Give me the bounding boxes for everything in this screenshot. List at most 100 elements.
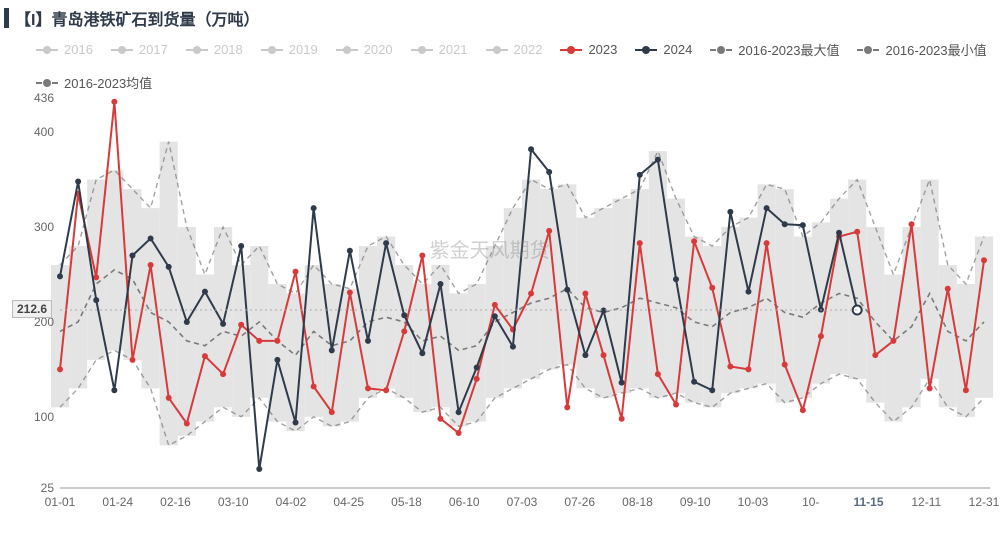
point-2023 xyxy=(129,357,135,363)
legend-item[interactable]: 2020 xyxy=(336,40,393,59)
y-tick-label: 436 xyxy=(34,91,54,105)
x-tick-label: 05-18 xyxy=(391,495,422,509)
point-2024 xyxy=(510,344,516,350)
point-2023 xyxy=(202,353,208,359)
legend-label: 2016 xyxy=(64,42,93,57)
legend-item[interactable]: 2019 xyxy=(261,40,318,59)
point-2023 xyxy=(981,257,987,263)
point-2023 xyxy=(782,362,788,368)
x-tick-label: 07-03 xyxy=(507,495,538,509)
legend-label: 2022 xyxy=(514,42,543,57)
point-2023 xyxy=(872,352,878,358)
point-2023 xyxy=(945,286,951,292)
point-2024 xyxy=(564,287,570,293)
point-2024 xyxy=(293,420,299,426)
point-2023 xyxy=(111,99,117,105)
point-2023 xyxy=(383,387,389,393)
legend-marker xyxy=(36,45,58,55)
title-bar: 【I】青岛港铁矿石到货量（万吨） xyxy=(0,0,1004,30)
point-2023 xyxy=(909,221,915,227)
legend-item[interactable]: 2018 xyxy=(186,40,243,59)
x-tick-label: 12-11 xyxy=(911,495,941,509)
legend-marker xyxy=(635,45,657,55)
point-2023 xyxy=(148,262,154,268)
x-tick-label: 04-25 xyxy=(333,495,364,509)
point-2023 xyxy=(474,376,480,382)
point-2024 xyxy=(57,273,63,279)
point-2023 xyxy=(456,430,462,436)
x-tick-label: 11-15 xyxy=(853,495,883,509)
point-2024 xyxy=(329,347,335,353)
legend-marker xyxy=(261,45,283,55)
point-2023 xyxy=(727,364,733,370)
point-2024 xyxy=(184,319,190,325)
point-2023 xyxy=(220,371,226,377)
y-tick-label: 300 xyxy=(34,220,54,234)
point-2024 xyxy=(782,221,788,227)
point-2023 xyxy=(311,383,317,389)
x-tick-label: 08-18 xyxy=(622,495,653,509)
legend-item[interactable]: 2021 xyxy=(411,40,468,59)
legend-marker xyxy=(857,45,879,55)
point-2023 xyxy=(365,385,371,391)
point-2024 xyxy=(347,248,353,254)
legend-item[interactable]: 2023 xyxy=(560,40,617,59)
point-2024 xyxy=(93,297,99,303)
chart-title: 【I】青岛港铁矿石到货量（万吨） xyxy=(15,6,259,30)
point-2024 xyxy=(401,312,407,318)
point-2023 xyxy=(401,328,407,334)
legend-label: 2017 xyxy=(139,42,168,57)
point-2023 xyxy=(890,338,896,344)
point-2024 xyxy=(619,380,625,386)
point-2023 xyxy=(419,253,425,259)
legend-marker xyxy=(710,45,732,55)
legend-label: 2019 xyxy=(289,42,318,57)
legend-item[interactable]: 2017 xyxy=(111,40,168,59)
legend-item[interactable]: 2022 xyxy=(486,40,543,59)
point-2023 xyxy=(800,407,806,413)
legend-label: 2016-2023最大值 xyxy=(738,40,839,59)
point-2024 xyxy=(166,264,172,270)
legend-marker xyxy=(411,45,433,55)
point-2024 xyxy=(745,289,751,295)
point-2024 xyxy=(437,281,443,287)
point-2023 xyxy=(709,285,715,291)
point-2023 xyxy=(274,338,280,344)
chart-container: 【I】青岛港铁矿石到货量（万吨） 2016 2017 2018 2019 2020 202… xyxy=(0,0,1004,556)
point-2023 xyxy=(745,366,751,372)
y-highlight-label: 212.6 xyxy=(12,300,52,318)
legend-marker xyxy=(336,45,358,55)
legend-item[interactable]: 2016 xyxy=(36,40,93,59)
point-2024 xyxy=(274,357,280,363)
point-2024 xyxy=(601,308,607,314)
x-tick-label: 12-31 xyxy=(969,495,1000,509)
legend-item[interactable]: 2016-2023最大值 xyxy=(710,40,839,59)
point-2023 xyxy=(347,290,353,296)
x-tick-label: 02-16 xyxy=(160,495,191,509)
point-2024 xyxy=(836,230,842,236)
point-2023 xyxy=(293,269,299,275)
point-2023 xyxy=(93,274,99,280)
point-2023 xyxy=(764,240,770,246)
point-2023 xyxy=(691,238,697,244)
point-2023 xyxy=(854,229,860,235)
point-2024 xyxy=(528,146,534,152)
legend-item[interactable]: 2024 xyxy=(635,40,692,59)
point-2023 xyxy=(329,409,335,415)
point-2024 xyxy=(202,289,208,295)
legend-marker xyxy=(560,45,582,55)
x-tick-label: 10-03 xyxy=(738,495,769,509)
plot-area: 2510020030040043601-0101-2402-1603-1004-… xyxy=(60,90,990,510)
point-2024 xyxy=(256,466,262,472)
point-2023 xyxy=(582,290,588,296)
legend-marker xyxy=(186,45,208,55)
point-2024 xyxy=(419,350,425,356)
legend-item[interactable]: 2016-2023最小值 xyxy=(857,40,986,59)
point-2024 xyxy=(238,243,244,249)
legend-label: 2024 xyxy=(663,42,692,57)
legend-marker xyxy=(36,78,58,88)
point-2023 xyxy=(238,322,244,328)
x-tick-label: 01-01 xyxy=(45,495,76,509)
point-2023 xyxy=(166,395,172,401)
point-2024 xyxy=(129,253,135,259)
